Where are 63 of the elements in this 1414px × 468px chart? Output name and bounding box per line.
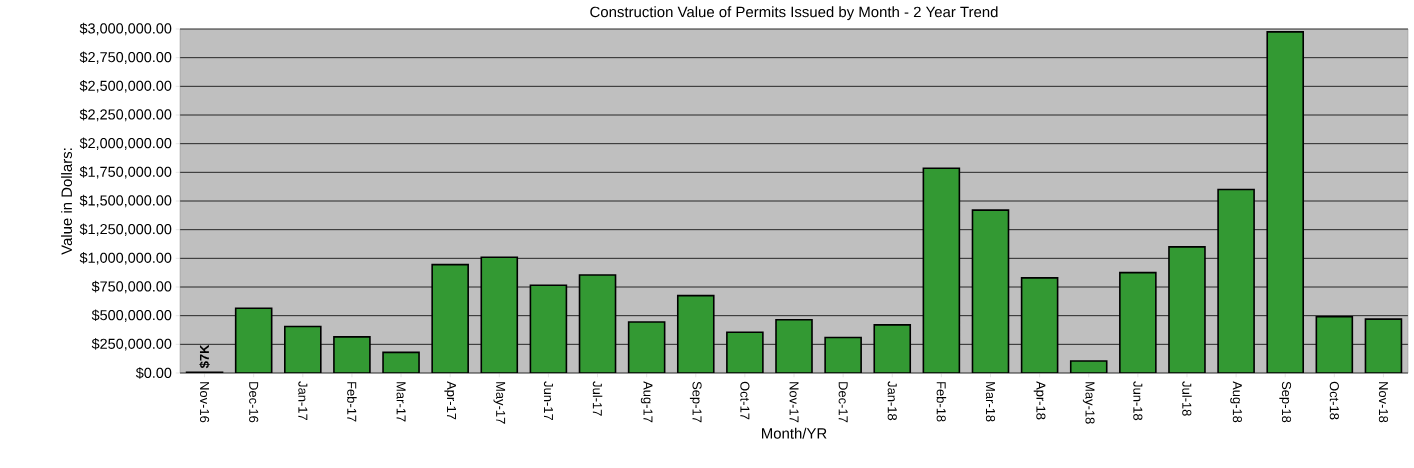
bar xyxy=(235,308,272,373)
bar xyxy=(1316,316,1353,373)
bar xyxy=(1364,318,1403,373)
x-tick-label: Feb-17 xyxy=(347,382,357,422)
y-tick-label: $1,000,000.00 xyxy=(79,252,172,265)
bar xyxy=(1168,246,1205,373)
bar xyxy=(432,264,469,373)
bar xyxy=(825,337,862,373)
x-tick-label: Mar-17 xyxy=(396,382,406,422)
x-tick-label: Jul-17 xyxy=(592,381,603,416)
bar xyxy=(530,285,567,373)
x-tick-label: Sep-17 xyxy=(689,381,702,423)
y-axis-title: Value in Dollars: xyxy=(61,148,72,255)
x-tick-label: Apr-17 xyxy=(444,381,456,420)
x-tick-label: Jan-17 xyxy=(298,381,308,421)
bar xyxy=(1218,189,1255,373)
bar xyxy=(776,319,813,373)
x-tick-label: Jun-17 xyxy=(543,381,553,421)
y-tick-label: $2,000,000.00 xyxy=(79,137,172,150)
y-tick-label: $1,750,000.00 xyxy=(79,166,172,179)
bar xyxy=(1119,272,1156,373)
x-tick-label: Nov-18 xyxy=(1378,382,1389,423)
x-tick-label: Feb-18 xyxy=(936,382,947,422)
x-tick-label: Dec-17 xyxy=(838,382,848,423)
bar xyxy=(972,210,1009,373)
chart-title: Construction Value of Permits Issued by Month - 2 Year Trend xyxy=(590,6,998,21)
y-tick-label: $3,000,000.00 xyxy=(79,22,172,36)
x-tick-label: Apr-18 xyxy=(1033,381,1046,420)
y-tick-label: $750,000.00 xyxy=(91,280,172,294)
y-tick-label: $2,250,000.00 xyxy=(79,108,172,122)
x-tick-label: Jul-18 xyxy=(1182,381,1192,416)
x-tick-label: Sep-18 xyxy=(1279,381,1292,423)
x-tick-label: Oct-18 xyxy=(1329,381,1339,420)
y-tick-label: $1,500,000.00 xyxy=(79,194,172,208)
bar xyxy=(726,332,763,373)
y-tick-label: $2,500,000.00 xyxy=(79,80,172,93)
x-tick-label: Oct-17 xyxy=(740,381,750,420)
x-tick-label: Aug-18 xyxy=(1230,381,1242,423)
x-tick-label: Mar-18 xyxy=(985,382,996,422)
x-tick-label: Nov-16 xyxy=(199,382,210,423)
bar xyxy=(923,168,960,373)
y-tick-label: $1,250,000.00 xyxy=(79,223,172,236)
y-tick-label: $500,000.00 xyxy=(91,309,172,322)
bar xyxy=(481,257,518,373)
x-tick-label: Jun-18 xyxy=(1133,381,1143,421)
annotation: $7K xyxy=(199,344,210,369)
y-tick-label: $0.00 xyxy=(135,367,172,379)
bar xyxy=(677,295,714,373)
bar xyxy=(579,274,616,373)
x-tick-label: May-18 xyxy=(1082,382,1095,424)
y-tick-label: $250,000.00 xyxy=(91,338,172,351)
x-tick-label: Nov-17 xyxy=(789,382,799,423)
x-tick-label: Dec-16 xyxy=(249,382,259,423)
bar xyxy=(874,324,911,373)
bar xyxy=(628,321,665,373)
bar xyxy=(284,326,321,373)
x-axis-title: Month/YR xyxy=(762,427,827,439)
y-tick-label: $2,750,000.00 xyxy=(79,51,172,64)
x-tick-label: Jan-18 xyxy=(887,381,897,421)
x-tick-label: Aug-17 xyxy=(640,381,653,423)
bar xyxy=(1267,31,1304,373)
bar xyxy=(1021,277,1058,373)
x-tick-label: May-17 xyxy=(493,382,506,424)
